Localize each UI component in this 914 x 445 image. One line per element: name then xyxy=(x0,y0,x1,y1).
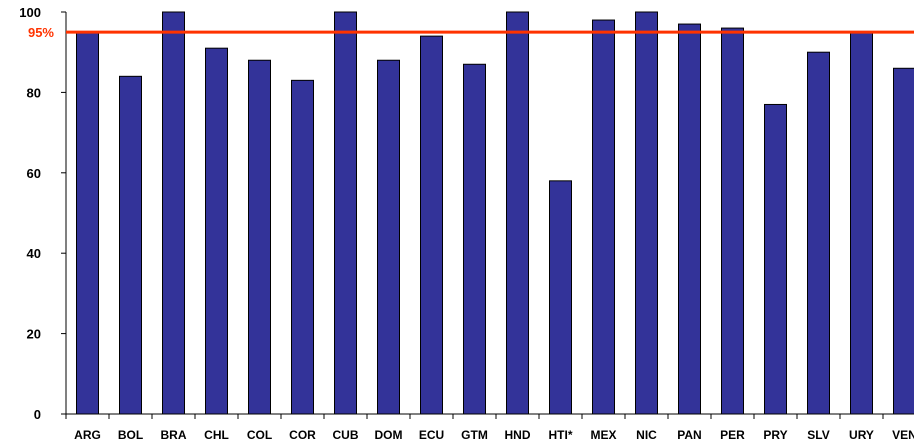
bar-chl xyxy=(205,47,228,415)
bar-ven xyxy=(893,67,914,415)
y-tick-label: 60 xyxy=(27,166,41,181)
y-tick-label: 0 xyxy=(34,407,41,422)
bar-dom xyxy=(377,59,400,415)
x-tick-label: VEN xyxy=(892,428,914,442)
bar-nic xyxy=(635,11,658,415)
x-tick-label: CUB xyxy=(333,428,359,442)
x-axis-labels: ARG BOL BRA CHL COL COR CUB DOM ECU GTM HND HTI* MEX… xyxy=(65,414,914,442)
bar-per xyxy=(721,27,744,415)
x-tick-label: PAN xyxy=(677,428,701,442)
bar-bra xyxy=(162,11,185,415)
y-axis-ticks: 0 20 40 60 80 100 xyxy=(19,5,66,422)
bar-ury xyxy=(850,31,873,415)
bar-hti xyxy=(549,180,572,415)
bar-col xyxy=(248,59,271,415)
x-tick-label: MEX xyxy=(590,428,616,442)
bar-cor xyxy=(291,79,314,415)
y-tick-label: 40 xyxy=(27,246,41,261)
bar-mex xyxy=(592,19,615,415)
x-tick-label: SLV xyxy=(807,428,829,442)
x-tick-label: HND xyxy=(505,428,531,442)
bar-hnd xyxy=(506,11,529,415)
x-tick-label: ECU xyxy=(419,428,444,442)
x-tick-label: PER xyxy=(720,428,745,442)
reference-line-label: 95% xyxy=(28,25,54,40)
bar-ecu xyxy=(420,35,443,415)
x-tick-label: NIC xyxy=(636,428,657,442)
bar-pan xyxy=(678,23,701,415)
bar-gtm xyxy=(463,63,486,415)
x-tick-label: GTM xyxy=(461,428,488,442)
chart-bars xyxy=(76,11,914,415)
y-tick-label: 20 xyxy=(27,327,41,342)
x-tick-label: DOM xyxy=(375,428,403,442)
bar-pry xyxy=(764,103,787,415)
bar-slv xyxy=(807,51,830,415)
bar-arg xyxy=(76,31,99,415)
x-tick-label: COR xyxy=(289,428,316,442)
y-tick-label: 100 xyxy=(19,5,41,20)
bar-cub xyxy=(334,11,357,415)
x-tick-label: CHL xyxy=(204,428,229,442)
x-tick-label: BRA xyxy=(161,428,187,442)
reference-line-group: 95% xyxy=(28,25,914,40)
y-tick-label: 80 xyxy=(27,85,41,100)
x-tick-label: HTI* xyxy=(549,428,573,442)
x-tick-label: ARG xyxy=(74,428,101,442)
x-tick-label: URY xyxy=(849,428,874,442)
x-tick-label: BOL xyxy=(118,428,143,442)
x-tick-label: COL xyxy=(247,428,272,442)
bar-bol xyxy=(119,75,142,415)
x-tick-label: PRY xyxy=(763,428,787,442)
